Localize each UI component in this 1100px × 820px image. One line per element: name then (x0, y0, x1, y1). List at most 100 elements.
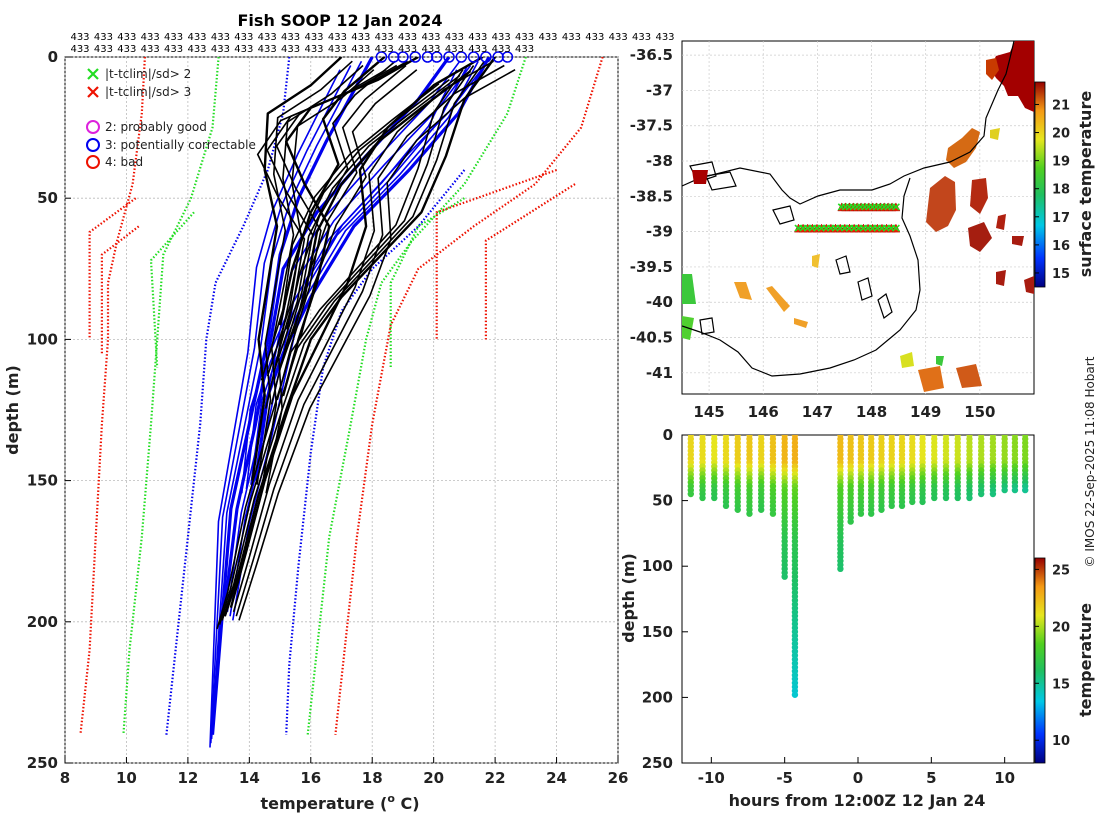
x-tick-label: 18 (362, 769, 383, 787)
cast-9-point (791, 691, 799, 698)
section-y-ticks: 0 50 100 150 200 250 (642, 426, 688, 772)
cast-24-point (989, 490, 997, 498)
sst-patch-bass1 (734, 282, 752, 300)
cast-21-point (954, 494, 961, 502)
platform-label: 433 (468, 44, 487, 55)
map-x-ticks: 145 146 147 148 149 150 (693, 403, 995, 421)
legend-label: 4: bad (105, 155, 143, 169)
coastline-island6 (835, 255, 851, 275)
sst-patch-ne-land (990, 41, 1034, 112)
cast-25-point (1001, 486, 1008, 494)
platform-label: 433 (492, 32, 511, 43)
series-clim-2sd (122, 57, 220, 735)
map-cb-tick-label: 19 (1052, 155, 1070, 170)
cast-19-point (931, 494, 938, 502)
coastline-victoria (682, 41, 1015, 205)
flag-circle-9 (480, 51, 492, 63)
map-y-tick-label: -37.5 (630, 117, 673, 135)
series-good-f-bundle (273, 74, 461, 373)
platform-label: 433 (187, 32, 206, 43)
cast-0-point (687, 490, 694, 498)
flag-circles (375, 51, 514, 63)
map-y-tick-label: -36.5 (630, 46, 673, 64)
sec-x-tick-label: 0 (853, 769, 863, 787)
x-tick-label: 20 (423, 769, 444, 787)
cast-16-point (898, 502, 906, 510)
map-x-tick-label: 148 (856, 403, 887, 421)
sec-x-tick-label: -5 (776, 769, 793, 787)
platform-label: 433 (187, 44, 206, 55)
cast-6-point (758, 506, 765, 513)
platform-label: 433 (632, 32, 651, 43)
coastline-island5 (772, 205, 795, 225)
sst-patch-east6 (1024, 276, 1034, 294)
platform-label: 433 (117, 32, 136, 43)
profile-x-ticks: 8 10 12 14 16 18 20 22 24 26 (60, 757, 629, 787)
x-tick-label: 10 (116, 769, 137, 787)
sec-y-tick-label: 50 (652, 492, 673, 510)
platform-label: 433 (375, 32, 394, 43)
platform-label: 433 (141, 32, 160, 43)
series-blue-flagged-a-bundle (210, 65, 352, 744)
x-tick-label: 26 (608, 769, 629, 787)
map-y-tick-label: -38.5 (630, 187, 673, 205)
platform-label: 433 (468, 32, 487, 43)
series-good-b-bundle (256, 69, 387, 409)
platform-label: 433 (328, 32, 347, 43)
y-tick-label: 50 (37, 189, 58, 207)
series-good-d-bundle (216, 69, 464, 630)
series-good-d-bundle (221, 60, 486, 621)
cast-4-point (734, 506, 741, 513)
platform-label: 433 (351, 32, 370, 43)
map-colorbar-label: surface temperature (1076, 91, 1095, 278)
profile-plot: 8 10 12 14 16 18 20 22 24 26 0 50 100 150 200 250 Fish… (3, 11, 675, 813)
platform-label: 433 (538, 32, 557, 43)
flag-circle-3 (409, 51, 421, 63)
legend-marker-o-2 (86, 120, 100, 134)
legend-label: |t-tclim|/sd> 3 (105, 85, 191, 99)
credit-text: © IMOS 22-Sep-2025 11:08 Hobart (1083, 356, 1097, 567)
sst-patch-bass3 (794, 318, 808, 328)
map-cb-tick-label: 21 (1052, 98, 1070, 113)
sst-patch-east4 (996, 214, 1006, 230)
map-plot: 145 146 147 148 149 150 -36.5 -37 -37.5 -38 -38.5… (630, 40, 1095, 421)
platform-label: 433 (70, 32, 89, 43)
coastline (682, 41, 1015, 377)
series-good-c-bundle (232, 60, 494, 613)
series-clim-3sd-2- (484, 183, 576, 340)
platform-label: 433 (351, 44, 370, 55)
cast-12-point (857, 510, 865, 517)
series-clim-2sd-2- (389, 197, 465, 368)
platform-label: 433 (398, 44, 417, 55)
sst-patch-east5 (1012, 236, 1024, 246)
flag-circle-6 (443, 51, 455, 63)
profile-y-ticks: 0 50 100 150 200 250 (27, 48, 71, 772)
series-good-e-bundle (299, 69, 418, 339)
sec-y-tick-label: 100 (642, 557, 673, 575)
series-good-a-bundle (260, 64, 364, 490)
sec-y-tick-label: 0 (663, 426, 673, 444)
series-blue-flagged-c-bundle (245, 65, 469, 490)
platform-label: 433 (421, 32, 440, 43)
cast-18-point (919, 498, 926, 506)
sec-y-tick-label: 250 (642, 754, 673, 772)
section-casts (687, 435, 1029, 698)
section-x-axis-label: hours from 12:00Z 12 Jan 24 (729, 791, 986, 810)
sst-patch-se3 (956, 364, 982, 388)
profile-series (79, 57, 604, 748)
platform-label: 433 (445, 32, 464, 43)
flag-circle-8 (467, 51, 480, 63)
flag-circle-4 (421, 51, 434, 63)
series-good-f (278, 70, 472, 368)
chart-title: Fish SOOP 12 Jan 2024 (238, 11, 443, 30)
series-good-c-bundle (238, 69, 516, 621)
sst-patch-eden (946, 128, 980, 168)
coastline-island4 (705, 171, 737, 191)
platform-label: 433 (70, 44, 89, 55)
series-clim-3sd (334, 57, 604, 735)
cast-11-point (847, 518, 854, 525)
series-good-a-bundle (256, 60, 353, 485)
platform-label: 433 (609, 32, 628, 43)
platform-label: 433 (421, 44, 440, 55)
map-cb-tick-label: 18 (1052, 183, 1070, 198)
